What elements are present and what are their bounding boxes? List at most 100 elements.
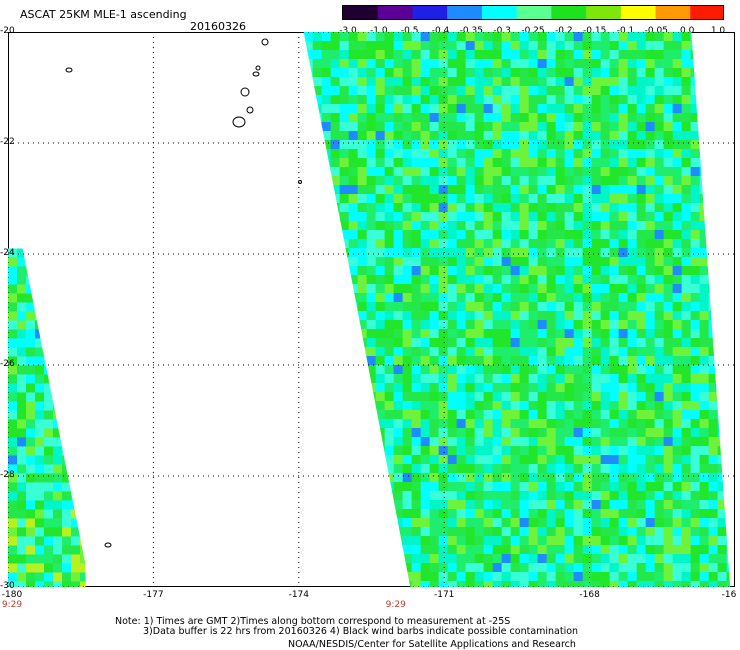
swath-cell bbox=[438, 302, 449, 312]
colorbar-tick-label: -0.4 bbox=[431, 26, 450, 36]
swath-cell bbox=[348, 104, 359, 114]
swath-cell bbox=[636, 140, 647, 150]
swath-cell bbox=[627, 104, 638, 114]
swath-cell bbox=[564, 203, 575, 213]
swath-cell bbox=[636, 509, 647, 519]
swath-cell bbox=[609, 383, 620, 393]
swath-cell bbox=[71, 572, 81, 582]
swath-cell bbox=[456, 581, 467, 587]
swath-cell bbox=[618, 464, 629, 474]
swath-cell bbox=[411, 149, 422, 159]
swath-cell bbox=[501, 311, 512, 321]
swath-cell bbox=[35, 527, 45, 537]
swath-cell bbox=[510, 239, 521, 249]
swath-cell bbox=[609, 509, 620, 519]
swath-cell bbox=[654, 374, 665, 384]
swath-cell bbox=[528, 158, 539, 168]
swath-cell bbox=[492, 32, 503, 42]
swath-cell bbox=[447, 410, 458, 420]
swath-cell bbox=[528, 320, 539, 330]
swath-cell bbox=[447, 257, 458, 267]
swath-cell bbox=[510, 185, 521, 195]
swath-cell bbox=[582, 536, 593, 546]
swath-cell bbox=[645, 437, 656, 447]
swath-cell bbox=[672, 95, 683, 105]
swath-cell bbox=[609, 545, 620, 555]
swath-cell bbox=[447, 500, 458, 510]
swath-cell bbox=[699, 554, 710, 564]
swath-cell bbox=[636, 428, 647, 438]
swath-cell bbox=[483, 410, 494, 420]
swath-cell bbox=[501, 464, 512, 474]
swath-cell bbox=[600, 527, 611, 537]
swath-cell bbox=[429, 248, 440, 258]
swath-cell bbox=[663, 464, 674, 474]
swath-cell bbox=[645, 104, 656, 114]
swath-cell bbox=[528, 428, 539, 438]
swath-cell bbox=[546, 347, 557, 357]
swath-cell bbox=[501, 122, 512, 132]
swath-cell bbox=[420, 275, 431, 285]
swath-cell bbox=[510, 347, 521, 357]
swath-cell bbox=[474, 311, 485, 321]
swath-cell bbox=[510, 401, 521, 411]
swath-cell bbox=[672, 122, 683, 132]
swath-cell bbox=[474, 320, 485, 330]
swath-cell bbox=[44, 491, 54, 501]
swath-cell bbox=[53, 581, 63, 587]
swath-cell bbox=[546, 41, 557, 51]
swath-cell bbox=[555, 401, 566, 411]
swath-cell bbox=[672, 230, 683, 240]
swath-cell bbox=[573, 392, 584, 402]
swath-cell bbox=[546, 32, 557, 42]
swath-cell bbox=[348, 194, 359, 204]
swath-cell bbox=[672, 518, 683, 528]
swath-cell bbox=[690, 302, 701, 312]
swath-cell bbox=[681, 59, 692, 69]
swath-cell bbox=[411, 266, 422, 276]
swath-cell bbox=[492, 131, 503, 141]
swath-cell bbox=[555, 491, 566, 501]
swath-cell bbox=[600, 266, 611, 276]
swath-cell bbox=[312, 32, 323, 42]
swath-cell bbox=[510, 410, 521, 420]
swath-cell bbox=[492, 212, 503, 222]
swath-cell bbox=[609, 284, 620, 294]
swath-cell bbox=[537, 563, 548, 573]
swath-cell bbox=[582, 437, 593, 447]
swath-cell bbox=[438, 293, 449, 303]
swath-cell bbox=[465, 140, 476, 150]
swath-cell bbox=[645, 392, 656, 402]
swath-cell bbox=[690, 428, 701, 438]
swath-cell bbox=[501, 527, 512, 537]
swath-cell bbox=[528, 185, 539, 195]
swath-cell bbox=[420, 293, 431, 303]
swath-cell bbox=[690, 266, 701, 276]
swath-cell bbox=[582, 284, 593, 294]
swath-cell bbox=[600, 167, 611, 177]
swath-cell bbox=[375, 77, 386, 87]
swath-cell bbox=[546, 68, 557, 78]
swath-cell bbox=[627, 347, 638, 357]
swath-cell bbox=[618, 473, 629, 483]
swath-cell bbox=[474, 167, 485, 177]
swath-cell bbox=[519, 293, 530, 303]
swath-cell bbox=[17, 500, 27, 510]
swath-cell bbox=[690, 311, 701, 321]
swath-cell bbox=[708, 401, 719, 411]
swath-cell bbox=[609, 113, 620, 123]
swath-cell bbox=[582, 545, 593, 555]
latitude-label: -26 bbox=[0, 359, 15, 369]
swath-cell bbox=[609, 167, 620, 177]
swath-cell bbox=[357, 32, 368, 42]
swath-cell bbox=[483, 122, 494, 132]
swath-cell bbox=[510, 113, 521, 123]
swath-cell bbox=[501, 185, 512, 195]
swath-cell bbox=[546, 257, 557, 267]
swath-cell bbox=[654, 41, 665, 51]
swath-cell bbox=[465, 194, 476, 204]
swath-cell bbox=[501, 320, 512, 330]
swath-cell bbox=[492, 536, 503, 546]
swath-cell bbox=[420, 176, 431, 186]
swath-cell bbox=[312, 77, 323, 87]
